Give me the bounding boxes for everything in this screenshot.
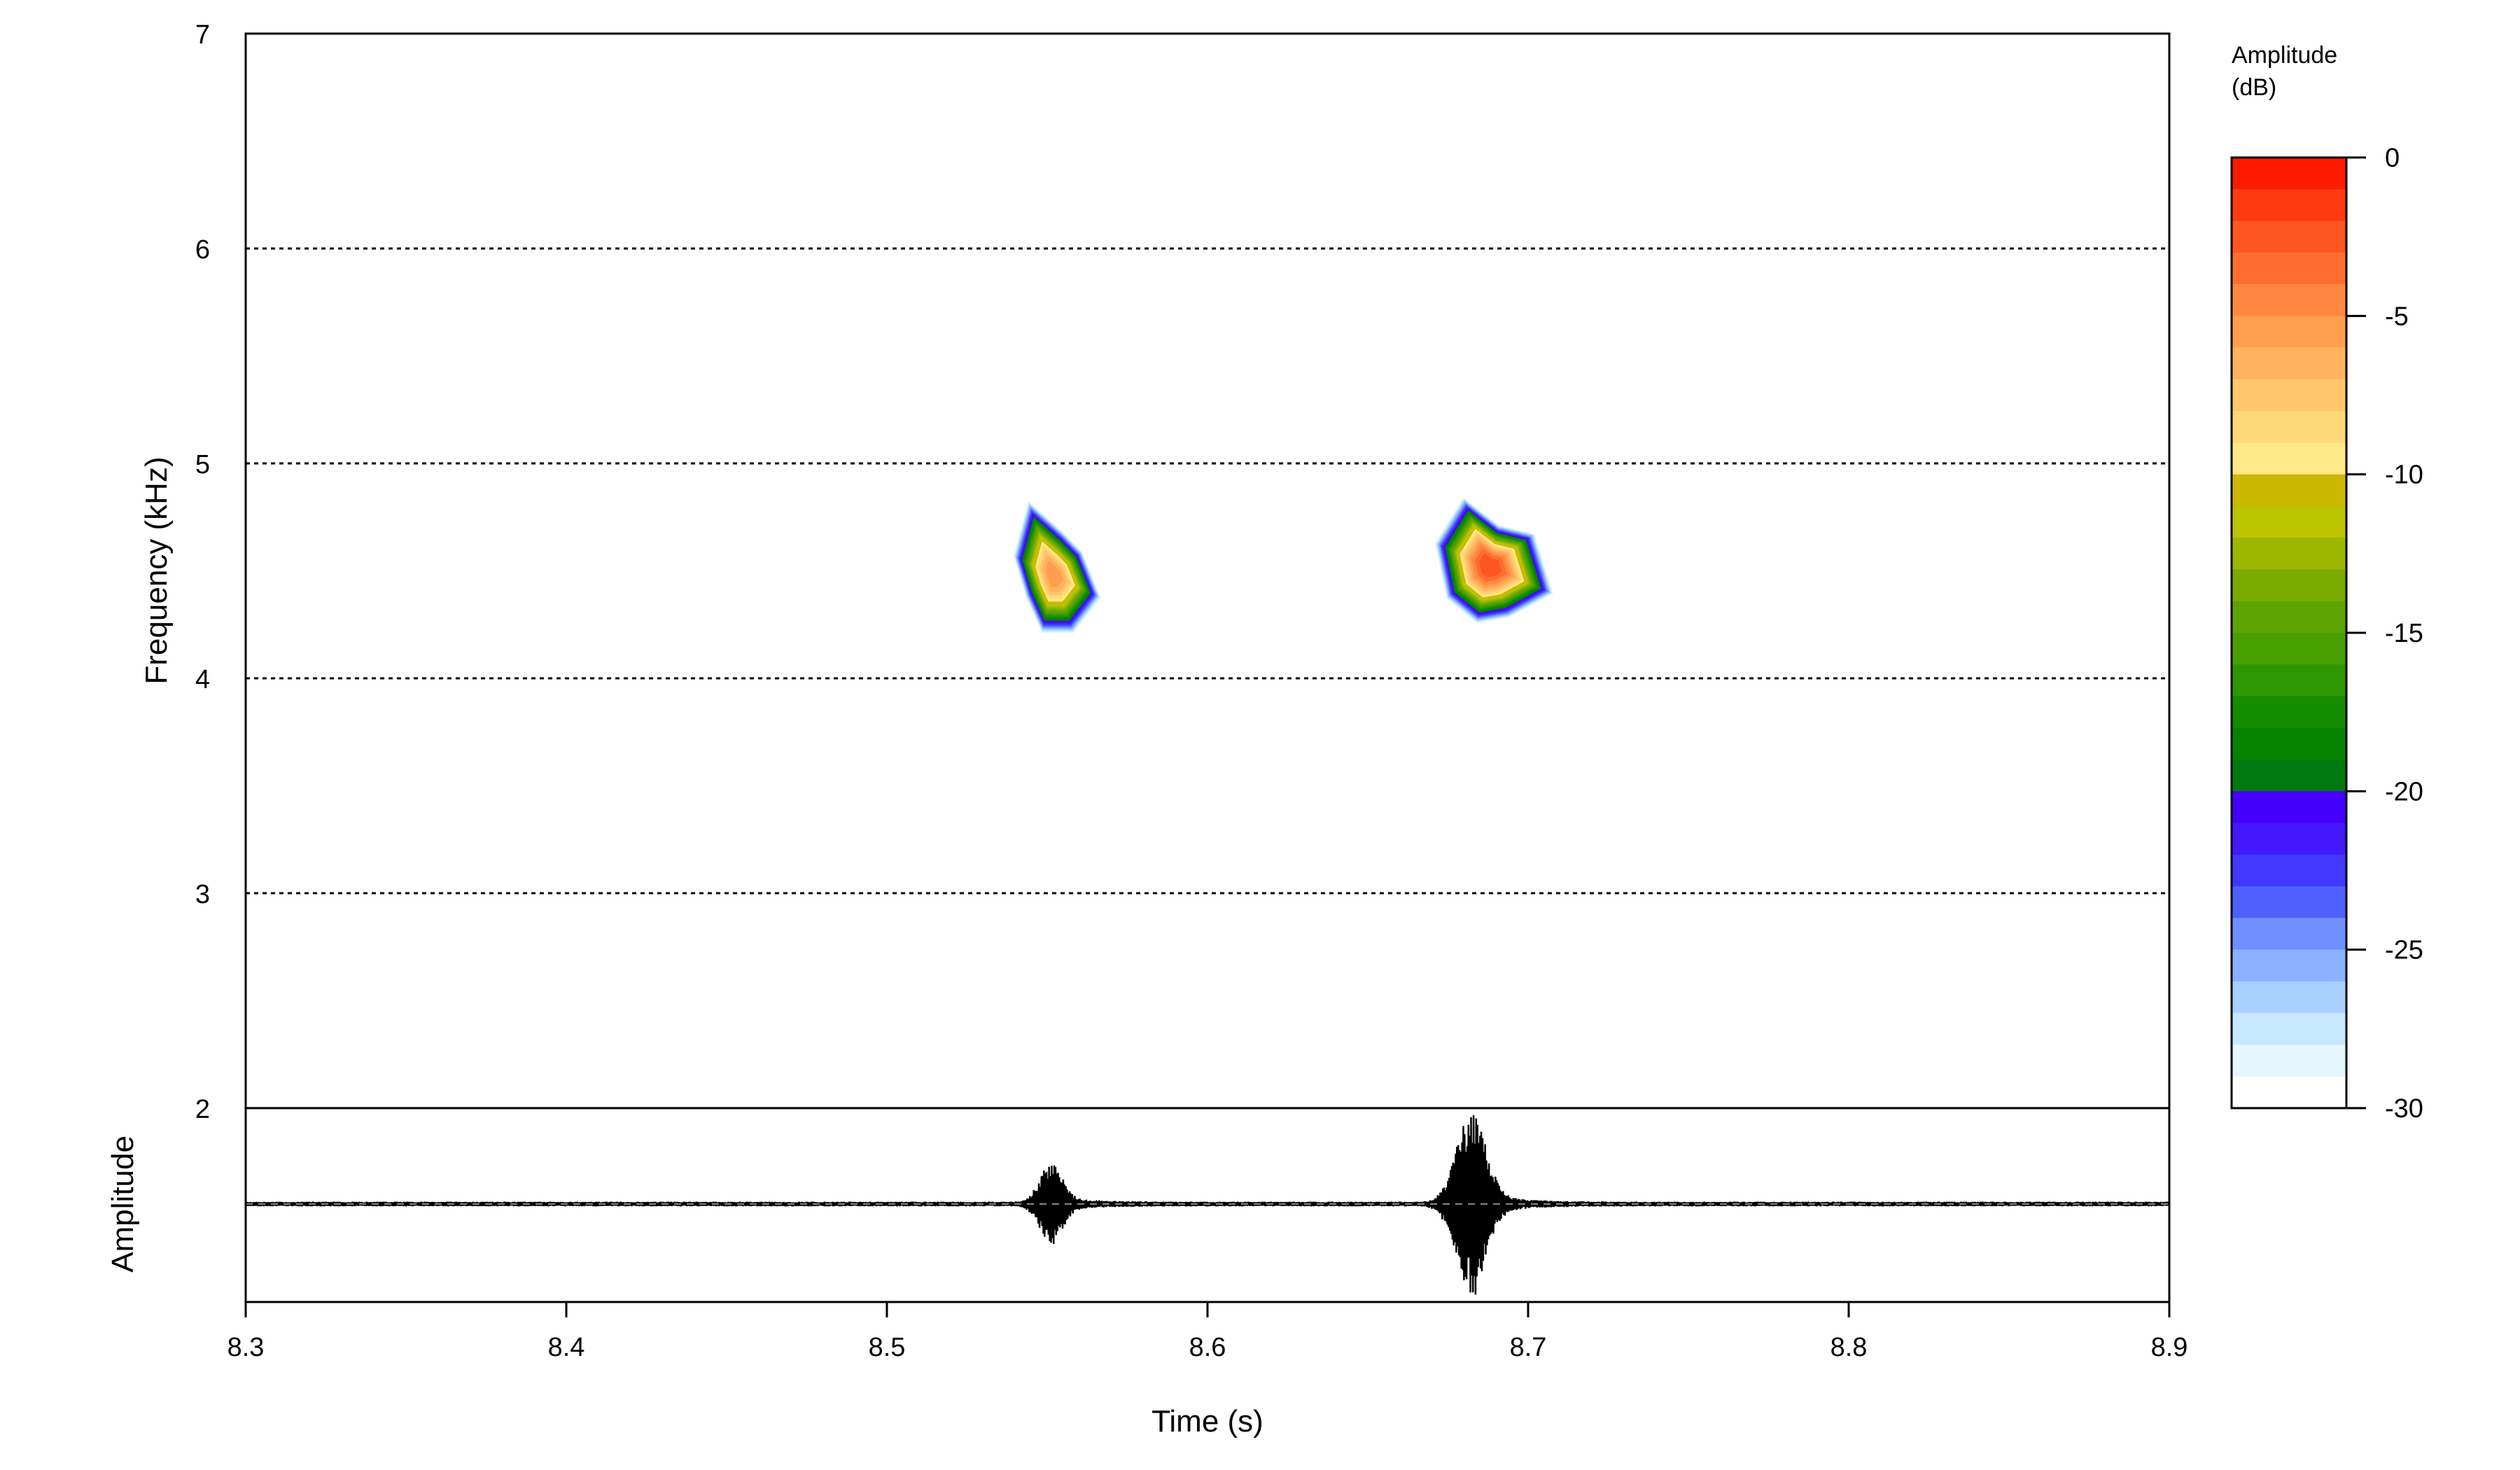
colorbar-level [2232,505,2346,538]
colorbar-level [2232,538,2346,570]
x-tick-label: 8.8 [1830,1333,1868,1362]
colorbar-level [2232,633,2346,665]
colorbar-level [2232,474,2346,507]
colorbar-level [2232,316,2346,349]
contour-level [1479,553,1502,578]
colorbar-tick-label: -25 [2385,936,2423,965]
spectrogram-contours [1012,496,1555,635]
colorbar-tick-label: -10 [2385,461,2423,490]
x-tick-label: 8.7 [1510,1333,1547,1362]
colorbar-tick-label: 0 [2385,144,2400,173]
colorbar-tick-label: -20 [2385,777,2423,806]
y-tick-label: 4 [195,665,210,694]
x-tick-label: 8.9 [2151,1333,2188,1362]
colorbar-level [2232,822,2346,855]
colorbar-title-line1: Amplitude [2232,42,2337,69]
y-axis-title: Frequency (kHz) [139,456,174,684]
colorbar-level [2232,569,2346,602]
colorbar-level [2232,220,2346,253]
colorbar-level [2232,1013,2346,1045]
colorbar-level [2232,442,2346,475]
colorbar-level [2232,981,2346,1014]
colorbar-level [2232,854,2346,887]
x-tick-label: 8.6 [1189,1333,1226,1362]
colorbar-level [2232,252,2346,285]
colorbar-level [2232,189,2346,222]
colorbar-level [2232,791,2346,824]
colorbar-level [2232,1044,2346,1077]
colorbar-level [2232,886,2346,918]
colorbar-level [2232,601,2346,634]
colorbar: Amplitude (dB) 0 -5 -10 -15 -20 -25 -30 [2230,42,2423,1124]
colorbar-level [2232,284,2346,316]
oscillogram-axis-title: Amplitude [106,1135,140,1273]
y-tick-label: 7 [195,20,210,50]
colorbar-tick-label: -5 [2385,302,2409,331]
x-axis-title: Time (s) [1152,1404,1264,1438]
colorbar-tick-label: -30 [2385,1094,2423,1124]
y-tick-label: 3 [195,880,210,909]
colorbar-level [2232,760,2346,792]
spectrogram-frame [244,32,2171,1110]
colorbar-level [2232,347,2346,380]
y-tick-label: 5 [195,450,210,479]
colorbar-level [2232,411,2346,443]
colorbar-level [2232,379,2346,412]
y-tick-label: 6 [195,235,210,265]
y-tick-label: 2 [195,1095,210,1124]
x-tick-label: 8.5 [869,1333,906,1362]
oscillogram-waveform [244,1115,2171,1295]
colorbar-level [2232,1076,2346,1109]
colorbar-level [2232,664,2346,697]
colorbar-level [2232,696,2346,729]
colorbar-level [2232,727,2346,760]
contour-level [1045,560,1063,587]
x-tick-label: 8.4 [548,1333,585,1362]
axes: 8.3 8.4 8.5 8.6 8.7 8.8 8.9 2 3 4 5 6 7 [195,20,2188,1362]
colorbar-level [2232,158,2346,190]
colorbar-level [2232,918,2346,951]
waveform-trace [244,1115,2171,1295]
frequency-gridlines [246,247,2169,895]
colorbar-title-line2: (dB) [2232,74,2276,101]
colorbar-level [2232,949,2346,982]
x-tick-label: 8.3 [227,1333,265,1362]
colorbar-tick-label: -15 [2385,619,2423,648]
